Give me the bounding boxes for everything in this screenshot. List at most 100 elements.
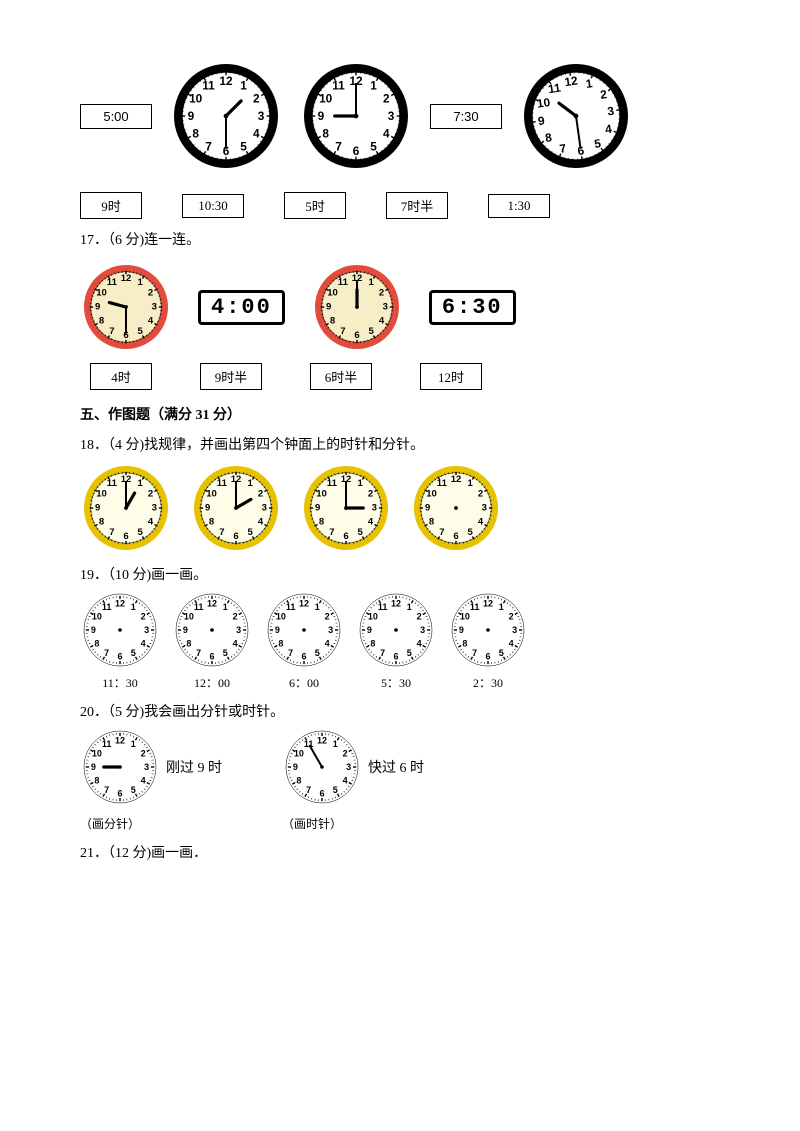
- q20-text: 20．（5 分)我会画出分针或时针。: [80, 701, 720, 721]
- svg-text:5: 5: [131, 648, 136, 658]
- label-box-5: 1:30: [488, 194, 550, 218]
- q17-digital-a: 4:00: [198, 290, 285, 325]
- svg-text:3: 3: [236, 625, 241, 635]
- svg-text:7: 7: [219, 527, 224, 538]
- q17-label-2: 9时半: [200, 363, 262, 390]
- svg-text:4: 4: [343, 775, 348, 785]
- q19-label-4: 5：30: [381, 674, 411, 691]
- svg-text:9: 9: [205, 503, 210, 514]
- svg-text:5: 5: [137, 527, 143, 538]
- q19-clock-2: 123456789101112: [172, 590, 252, 670]
- q20-clock-1: 123456789101112: [80, 727, 160, 807]
- q17-label-3: 6时半: [310, 363, 372, 390]
- svg-text:2: 2: [368, 488, 373, 499]
- svg-text:11: 11: [107, 478, 118, 489]
- q18-clock-1: 123456789101112: [80, 462, 172, 554]
- svg-text:5: 5: [247, 527, 253, 538]
- q17-clock-b: 123456789101112: [311, 261, 403, 353]
- svg-text:6: 6: [319, 789, 324, 799]
- svg-text:8: 8: [94, 775, 99, 785]
- svg-text:9: 9: [95, 503, 100, 514]
- svg-text:7: 7: [472, 648, 477, 658]
- q17-label-4: 12时: [420, 363, 482, 390]
- svg-text:2: 2: [148, 287, 153, 298]
- svg-text:1: 1: [240, 79, 247, 93]
- svg-text:3: 3: [372, 503, 377, 514]
- q20-caption-1: （画分针）: [80, 815, 140, 832]
- svg-text:6: 6: [453, 531, 458, 542]
- svg-text:8: 8: [99, 316, 105, 327]
- svg-text:7: 7: [205, 139, 212, 153]
- svg-text:1: 1: [499, 602, 504, 612]
- svg-text:2: 2: [379, 287, 384, 298]
- svg-text:7: 7: [104, 785, 109, 795]
- svg-text:11: 11: [217, 478, 228, 489]
- q17-text: 17．（6 分)连一连。: [80, 229, 720, 249]
- svg-text:8: 8: [429, 517, 435, 528]
- q19-clocks-row: 123456789101112 11：30 123456789101112 12…: [80, 590, 720, 691]
- q19-item-2: 123456789101112 12：00: [172, 590, 252, 691]
- svg-text:6: 6: [117, 652, 122, 662]
- q19-item-1: 123456789101112 11：30: [80, 590, 160, 691]
- svg-text:8: 8: [192, 127, 199, 141]
- svg-text:4: 4: [233, 638, 238, 648]
- svg-text:10: 10: [276, 612, 286, 622]
- q19-text: 19．（10 分)画一画。: [80, 564, 720, 584]
- svg-text:2: 2: [233, 612, 238, 622]
- svg-text:1: 1: [247, 478, 253, 489]
- svg-text:4: 4: [141, 638, 146, 648]
- svg-text:6: 6: [233, 531, 238, 542]
- clock-top-3: 123456789101112: [520, 60, 632, 172]
- svg-text:5: 5: [357, 527, 363, 538]
- svg-text:3: 3: [144, 762, 149, 772]
- svg-text:10: 10: [327, 287, 338, 298]
- svg-text:9: 9: [275, 625, 280, 635]
- svg-text:2: 2: [478, 488, 483, 499]
- top-clock-row: 5:00 123456789101112 123456789101112 7:3…: [80, 60, 720, 172]
- q20-side-text-2: 快过 6 时: [368, 757, 424, 777]
- svg-text:3: 3: [328, 625, 333, 635]
- q18-clock-3: 123456789101112: [300, 462, 392, 554]
- q17-items-row: 123456789101112 4:00 123456789101112 6:3…: [80, 261, 720, 353]
- q19-item-5: 123456789101112 2：30: [448, 590, 528, 691]
- q19-label-5: 2：30: [473, 674, 503, 691]
- svg-text:10: 10: [92, 612, 102, 622]
- svg-text:3: 3: [258, 109, 265, 123]
- q19-clock-3: 123456789101112: [264, 590, 344, 670]
- svg-text:8: 8: [209, 517, 215, 528]
- svg-text:3: 3: [482, 503, 487, 514]
- q20-row: 123456789101112 刚过 9 时 （画分针） 12345678910…: [80, 727, 720, 832]
- q20-side-text-1: 刚过 9 时: [166, 757, 222, 777]
- svg-text:10: 10: [96, 287, 107, 298]
- svg-text:10: 10: [460, 612, 470, 622]
- time-input-box-1[interactable]: 5:00: [80, 104, 152, 129]
- svg-text:6: 6: [354, 330, 359, 341]
- label-box-3: 5时: [284, 192, 346, 219]
- svg-text:4: 4: [417, 638, 422, 648]
- q18-clocks-row: 123456789101112 123456789101112 12345678…: [80, 462, 720, 554]
- svg-text:8: 8: [99, 517, 105, 528]
- time-input-box-2[interactable]: 7:30: [430, 104, 502, 129]
- svg-text:12: 12: [317, 735, 327, 745]
- svg-text:6: 6: [301, 652, 306, 662]
- svg-text:9: 9: [293, 762, 298, 772]
- svg-text:7: 7: [340, 326, 345, 337]
- section-5-title: 五、作图题（满分 31 分）: [80, 404, 720, 424]
- svg-text:4: 4: [148, 517, 154, 528]
- svg-text:2: 2: [325, 612, 330, 622]
- svg-text:4: 4: [141, 775, 146, 785]
- svg-text:11: 11: [102, 739, 112, 749]
- q18-clock-4: 123456789101112: [410, 462, 502, 554]
- svg-text:6: 6: [117, 789, 122, 799]
- svg-text:2: 2: [343, 749, 348, 759]
- svg-text:7: 7: [380, 648, 385, 658]
- svg-text:12: 12: [207, 598, 217, 608]
- svg-text:12: 12: [564, 73, 579, 89]
- label-box-1: 9时: [80, 192, 142, 219]
- svg-text:1: 1: [137, 277, 143, 288]
- q19-label-2: 12：00: [194, 674, 230, 691]
- svg-text:10: 10: [184, 612, 194, 622]
- q19-item-3: 123456789101112 6：00: [264, 590, 344, 691]
- svg-text:5: 5: [333, 785, 338, 795]
- svg-text:3: 3: [262, 503, 267, 514]
